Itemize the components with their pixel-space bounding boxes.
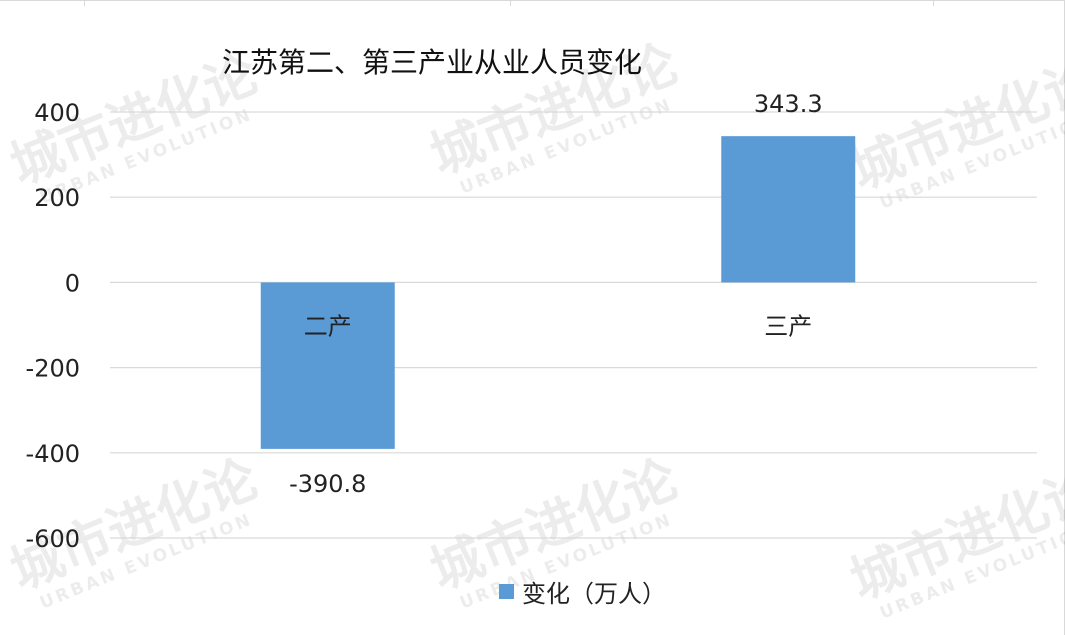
labels: -390.8 二产 343.3 三产 — [289, 90, 823, 498]
category-label: 三产 — [764, 312, 812, 340]
bar-1 — [721, 136, 856, 283]
y-axis: 400 200 0 -200 -400 -600 — [26, 99, 80, 553]
y-tick-label: -400 — [26, 440, 80, 468]
category-label: 二产 — [304, 312, 352, 340]
gridlines — [110, 111, 1037, 539]
y-tick-label: 400 — [34, 99, 80, 127]
data-label: -390.8 — [289, 470, 366, 498]
y-tick-label: -200 — [26, 355, 80, 383]
bar-0 — [260, 282, 395, 449]
legend: 变化（万人） — [499, 580, 666, 608]
data-label: 343.3 — [754, 90, 823, 118]
y-tick-label: 0 — [65, 269, 80, 297]
legend-swatch — [499, 584, 514, 599]
legend-label: 变化（万人） — [522, 580, 666, 608]
y-tick-label: 200 — [34, 184, 80, 212]
chart-title: 江苏第二、第三产业从业人员变化 — [222, 46, 642, 79]
y-tick-label: -600 — [26, 525, 80, 553]
bars — [260, 136, 856, 449]
